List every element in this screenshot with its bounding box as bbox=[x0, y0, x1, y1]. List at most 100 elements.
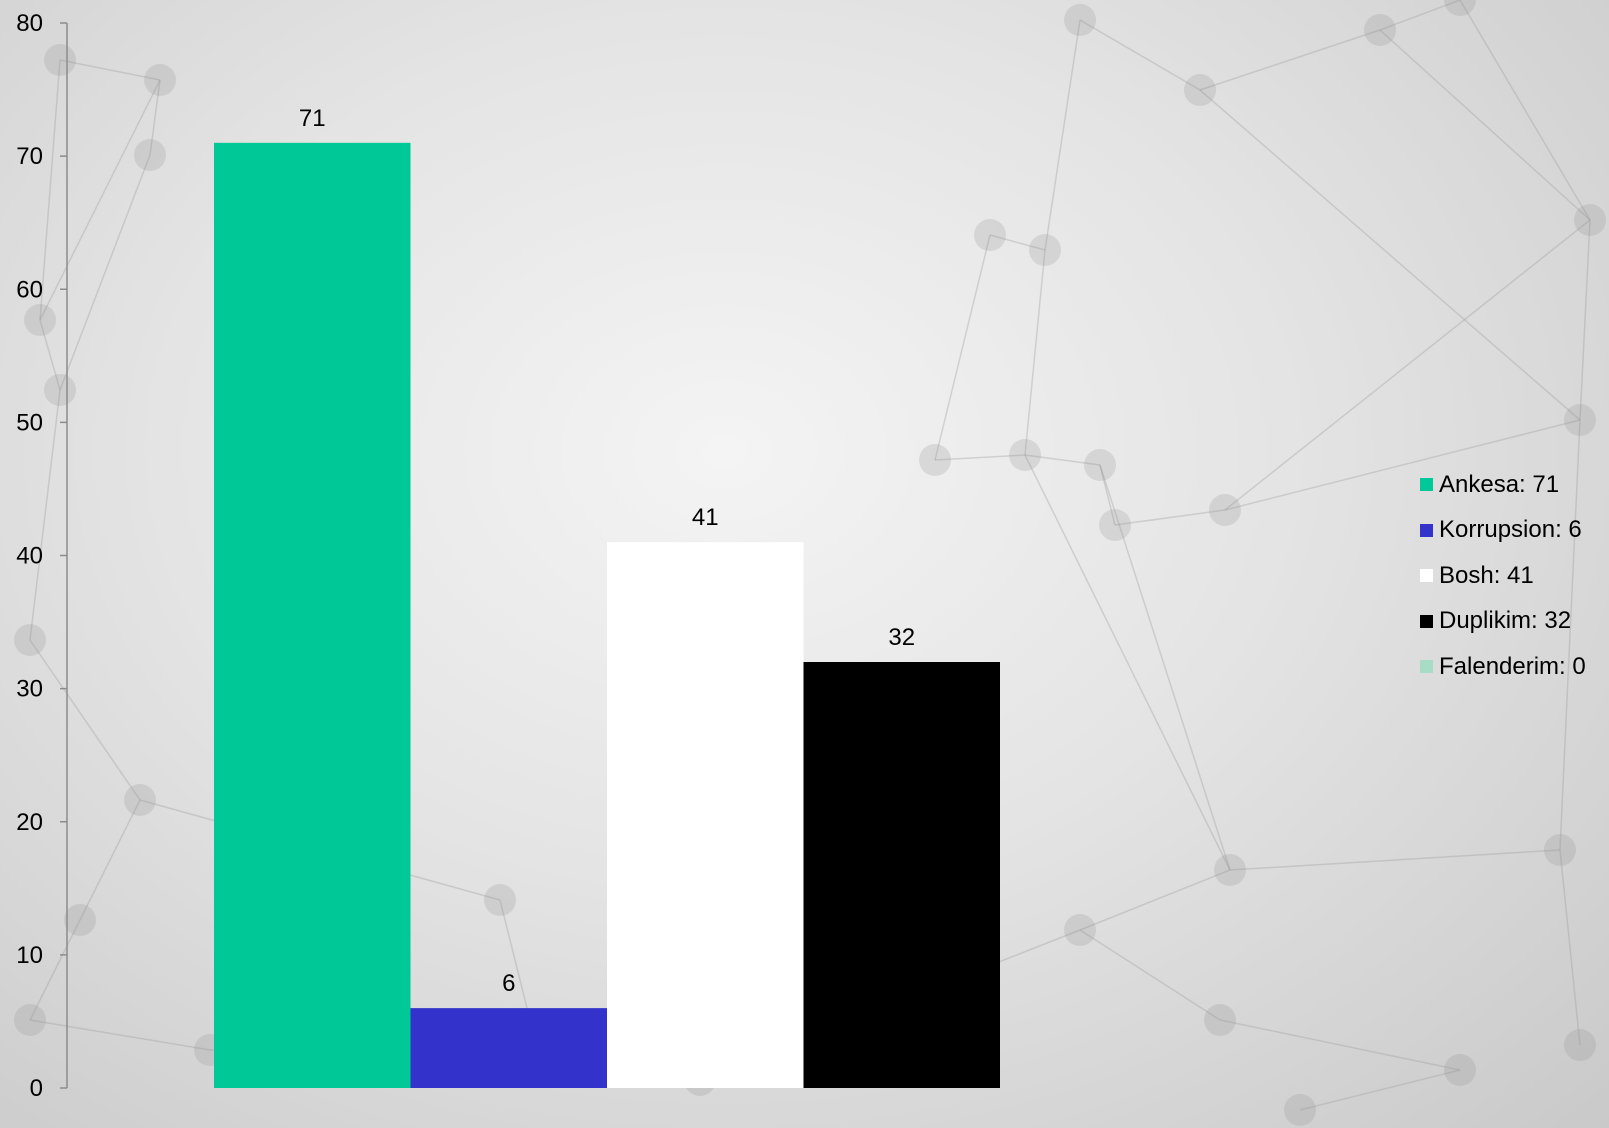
network-line bbox=[1219, 1019, 1461, 1071]
network-line bbox=[1024, 454, 1231, 871]
y-tick-label: 30 bbox=[16, 676, 43, 703]
network-line bbox=[1079, 869, 1231, 931]
network-line bbox=[1379, 0, 1461, 31]
data-label-ankesa: 71 bbox=[299, 105, 326, 132]
network-node bbox=[1444, 1054, 1476, 1086]
network-node bbox=[1009, 439, 1041, 471]
network-node bbox=[1444, 0, 1476, 16]
network-line bbox=[1229, 849, 1561, 871]
bar-bosh bbox=[607, 542, 804, 1088]
network-node bbox=[124, 784, 156, 816]
network-line bbox=[934, 234, 991, 461]
legend-item-duplikim: Duplikim: 32 bbox=[1420, 599, 1586, 645]
data-label-korrupsion: 6 bbox=[502, 970, 515, 997]
network-node bbox=[44, 44, 76, 76]
network-node bbox=[1084, 449, 1116, 481]
network-line bbox=[1199, 29, 1381, 91]
network-line bbox=[1459, 0, 1591, 221]
network-line bbox=[39, 319, 61, 391]
legend-item-falenderim: Falenderim: 0 bbox=[1420, 644, 1586, 690]
legend-item-ankesa: Ankesa: 71 bbox=[1420, 462, 1586, 508]
legend-item-bosh: Bosh: 41 bbox=[1420, 553, 1586, 599]
network-node bbox=[144, 64, 176, 96]
legend-label: Bosh: 41 bbox=[1439, 561, 1534, 589]
legend-label: Duplikim: 32 bbox=[1439, 607, 1572, 635]
legend-swatch bbox=[1420, 478, 1433, 492]
y-tick-label: 40 bbox=[16, 543, 43, 570]
network-node bbox=[974, 219, 1006, 251]
network-line bbox=[39, 59, 61, 321]
network-line bbox=[39, 79, 161, 321]
network-line bbox=[1224, 419, 1581, 511]
network-node bbox=[484, 884, 516, 916]
network-node bbox=[1064, 4, 1096, 36]
bar-korrupsion bbox=[410, 1008, 607, 1088]
network-line bbox=[1579, 219, 1591, 421]
network-line bbox=[1044, 19, 1081, 251]
network-line bbox=[29, 639, 141, 801]
network-line bbox=[1299, 1069, 1461, 1111]
network-node bbox=[1029, 234, 1061, 266]
network-node bbox=[1064, 914, 1096, 946]
network-node bbox=[44, 374, 76, 406]
y-tick-label: 80 bbox=[16, 10, 43, 37]
legend-item-korrupsion: Korrupsion: 6 bbox=[1420, 508, 1586, 554]
network-line bbox=[1024, 454, 1101, 466]
y-tick-label: 60 bbox=[16, 276, 43, 303]
legend-swatch bbox=[1420, 569, 1433, 583]
legend-swatch bbox=[1420, 660, 1433, 674]
network-node bbox=[1364, 14, 1396, 46]
network-node bbox=[1184, 74, 1216, 106]
network-node bbox=[24, 304, 56, 336]
bar-ankesa bbox=[214, 142, 411, 1088]
network-node bbox=[919, 444, 951, 476]
network-node bbox=[134, 139, 166, 171]
data-labels: 71 6 41 32 bbox=[299, 105, 915, 997]
y-tick-label: 10 bbox=[16, 942, 43, 969]
y-axis: 0 10 20 30 40 50 60 70 80 bbox=[16, 10, 68, 1102]
network-node bbox=[1564, 404, 1596, 436]
network-node bbox=[1284, 1094, 1316, 1126]
network-line bbox=[29, 1019, 211, 1051]
y-tick-label: 70 bbox=[16, 143, 43, 170]
network-line bbox=[934, 454, 1026, 461]
bar-duplikim bbox=[803, 662, 1000, 1088]
network-node bbox=[14, 1004, 46, 1036]
bars bbox=[214, 142, 1000, 1088]
network-node bbox=[1204, 1004, 1236, 1036]
network-node bbox=[1209, 494, 1241, 526]
network-line bbox=[1024, 249, 1046, 456]
network-line bbox=[1559, 419, 1581, 851]
legend-label: Ankesa: 71 bbox=[1439, 470, 1560, 498]
data-label-duplikim: 32 bbox=[888, 624, 915, 651]
y-tick-label: 20 bbox=[16, 809, 43, 836]
network-line bbox=[79, 799, 141, 921]
legend-label: Korrupsion: 6 bbox=[1439, 516, 1582, 544]
network-line bbox=[1099, 464, 1116, 526]
network-line bbox=[149, 79, 161, 156]
network-line bbox=[1224, 219, 1591, 511]
network-line bbox=[1079, 929, 1221, 1021]
network-line bbox=[1379, 29, 1591, 221]
legend-label: Falenderim: 0 bbox=[1439, 652, 1586, 680]
network-node bbox=[1574, 204, 1606, 236]
network-line bbox=[59, 154, 151, 391]
legend: Ankesa: 71 Korrupsion: 6 Bosh: 41 Duplikim:… bbox=[1420, 462, 1586, 690]
network-line bbox=[1099, 464, 1231, 871]
y-tick-label: 0 bbox=[30, 1075, 43, 1102]
network-line bbox=[29, 389, 61, 641]
network-line bbox=[1559, 849, 1581, 1046]
y-tick-label: 50 bbox=[16, 409, 43, 436]
legend-swatch bbox=[1420, 523, 1433, 537]
network-node bbox=[14, 624, 46, 656]
network-line bbox=[1114, 509, 1226, 526]
network-line bbox=[59, 59, 161, 81]
network-node bbox=[64, 904, 96, 936]
network-line bbox=[29, 919, 81, 1021]
network-node bbox=[1214, 854, 1246, 886]
legend-swatch bbox=[1420, 614, 1433, 628]
network-line bbox=[989, 234, 1046, 251]
network-line bbox=[1199, 89, 1581, 421]
